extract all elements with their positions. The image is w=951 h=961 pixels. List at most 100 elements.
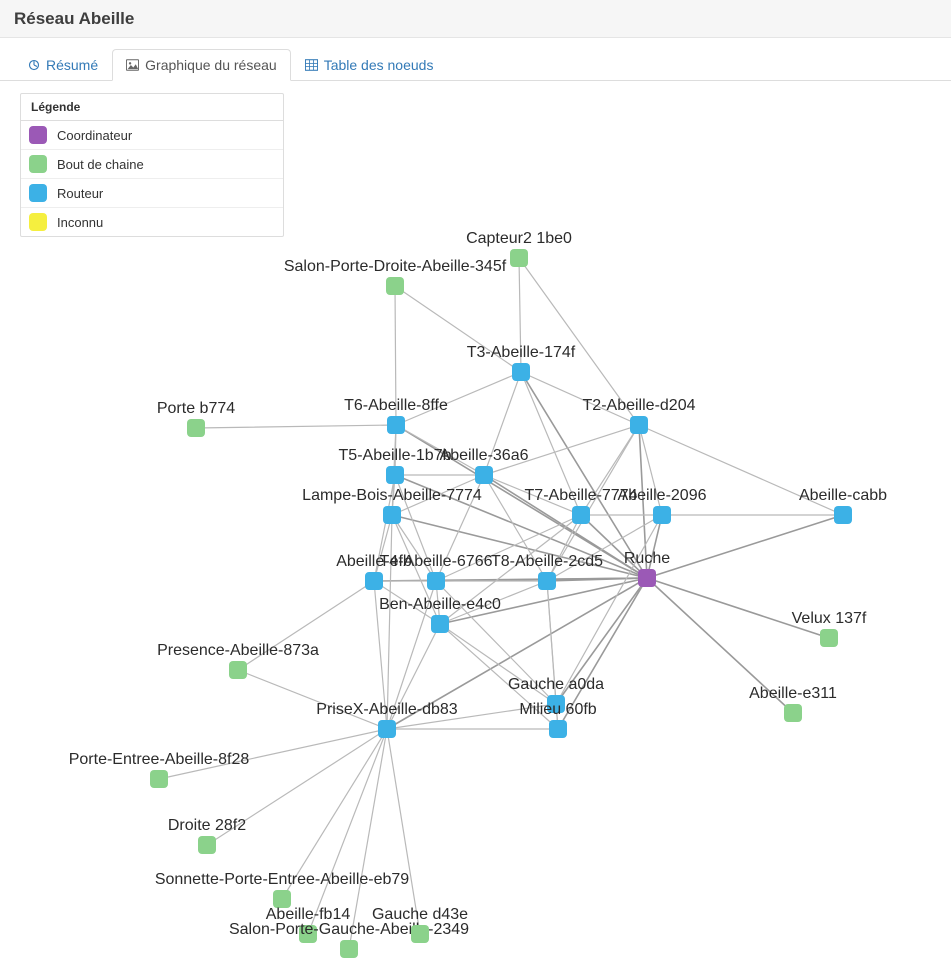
node-label: Abeille-2096: [618, 487, 707, 505]
node-pres[interactable]: Presence-Abeille-873a: [229, 661, 247, 679]
node-prisex[interactable]: PriseX-Abeille-db83: [378, 720, 396, 738]
router-node-icon[interactable]: [549, 720, 567, 738]
node-label: Ruche: [624, 550, 670, 568]
node-t4[interactable]: T4-Abeille-6766: [427, 572, 445, 590]
table-icon: [305, 59, 318, 71]
legend-label: Coordinateur: [57, 128, 132, 143]
router-node-icon[interactable]: [431, 615, 449, 633]
node-t3[interactable]: T3-Abeille-174f: [512, 363, 530, 381]
node-pe8f28[interactable]: Porte-Entree-Abeille-8f28: [150, 770, 168, 788]
node-label: T6-Abeille-8ffe: [344, 397, 448, 415]
node-a36a6[interactable]: Abeille-36a6: [475, 466, 493, 484]
node-label: Porte-Entree-Abeille-8f28: [69, 751, 250, 769]
legend-row: Coordinateur: [21, 121, 283, 150]
legend-label: Routeur: [57, 186, 103, 201]
router-swatch: [29, 184, 47, 202]
tab-label: Résumé: [46, 57, 98, 73]
node-ae311[interactable]: Abeille-e311: [784, 704, 802, 722]
router-node-icon[interactable]: [538, 572, 556, 590]
end-node-icon[interactable]: [229, 661, 247, 679]
end-node-icon[interactable]: [784, 704, 802, 722]
tab-graphique[interactable]: Graphique du réseau: [112, 49, 291, 81]
router-node-icon[interactable]: [387, 416, 405, 434]
router-node-icon[interactable]: [512, 363, 530, 381]
legend-row: Inconnu: [21, 208, 283, 236]
node-label: Lampe-Bois-Abeille-7774: [302, 487, 482, 505]
node-aefb[interactable]: Abeille-efb: [365, 572, 383, 590]
node-t7[interactable]: T7-Abeille-7774: [572, 506, 590, 524]
router-node-icon[interactable]: [572, 506, 590, 524]
node-lampe[interactable]: Lampe-Bois-Abeille-7774: [383, 506, 401, 524]
router-node-icon[interactable]: [386, 466, 404, 484]
node-label: Ben-Abeille-e4c0: [379, 596, 501, 614]
node-label: Gauche d43e: [372, 906, 468, 924]
node-label: PriseX-Abeille-db83: [316, 701, 457, 719]
router-node-icon[interactable]: [630, 416, 648, 434]
node-velux[interactable]: Velux 137f: [820, 629, 838, 647]
node-porteb[interactable]: Porte b774: [187, 419, 205, 437]
legend-label: Bout de chaine: [57, 157, 144, 172]
node-t5[interactable]: T5-Abeille-1b7b: [386, 466, 404, 484]
node-label: Sonnette-Porte-Entree-Abeille-eb79: [155, 871, 409, 889]
end-node-icon[interactable]: [386, 277, 404, 295]
node-gauched[interactable]: Gauche d43e: [411, 925, 429, 943]
end-node-icon[interactable]: [510, 249, 528, 267]
end-node-icon[interactable]: [340, 940, 358, 958]
node-label: Milieu 60fb: [519, 701, 596, 719]
node-label: Velux 137f: [792, 610, 867, 628]
node-cabb[interactable]: Abeille-cabb: [834, 506, 852, 524]
node-capt2[interactable]: Capteur2 1be0: [510, 249, 528, 267]
router-node-icon[interactable]: [378, 720, 396, 738]
node-t2[interactable]: T2-Abeille-d204: [630, 416, 648, 434]
router-node-icon[interactable]: [383, 506, 401, 524]
end-swatch: [29, 155, 47, 173]
unknown-swatch: [29, 213, 47, 231]
end-node-icon[interactable]: [187, 419, 205, 437]
node-spga[interactable]: Salon-Porte-Gauche-Abeille-2349: [340, 940, 358, 958]
node-milieu[interactable]: Milieu 60fb: [549, 720, 567, 738]
node-label: Abeille-cabb: [799, 487, 887, 505]
node-label: T8-Abeille-2cd5: [491, 553, 603, 571]
node-spda[interactable]: Salon-Porte-Droite-Abeille-345f: [386, 277, 404, 295]
end-node-icon[interactable]: [820, 629, 838, 647]
coordinator-node-icon[interactable]: [638, 569, 656, 587]
router-node-icon[interactable]: [427, 572, 445, 590]
picture-icon: [126, 59, 139, 71]
end-node-icon[interactable]: [411, 925, 429, 943]
node-droite[interactable]: Droite 28f2: [198, 836, 216, 854]
end-node-icon[interactable]: [198, 836, 216, 854]
node-label: Presence-Abeille-873a: [157, 642, 319, 660]
tabs: Résumé Graphique du réseau Table des noe…: [0, 38, 951, 81]
node-ruche[interactable]: Ruche: [638, 569, 656, 587]
legend-row: Bout de chaine: [21, 150, 283, 179]
router-node-icon[interactable]: [834, 506, 852, 524]
legend-title: Légende: [21, 94, 283, 121]
router-node-icon[interactable]: [475, 466, 493, 484]
router-node-icon[interactable]: [653, 506, 671, 524]
tab-label: Graphique du réseau: [145, 57, 277, 73]
end-node-icon[interactable]: [150, 770, 168, 788]
tab-resume[interactable]: Résumé: [14, 49, 112, 81]
legend: Légende Coordinateur Bout de chaine Rout…: [20, 93, 284, 237]
node-label: Porte b774: [157, 400, 235, 418]
dashboard-icon: [28, 59, 40, 71]
node-label: Droite 28f2: [168, 817, 246, 835]
node-label: Gauche a0da: [508, 676, 604, 694]
node-label: Abeille-36a6: [440, 447, 529, 465]
node-label: Capteur2 1be0: [466, 230, 572, 248]
tab-label: Table des noeuds: [324, 57, 434, 73]
node-t8[interactable]: T8-Abeille-2cd5: [538, 572, 556, 590]
node-label: Salon-Porte-Droite-Abeille-345f: [284, 258, 506, 276]
coordinator-swatch: [29, 126, 47, 144]
node-t6[interactable]: T6-Abeille-8ffe: [387, 416, 405, 434]
legend-row: Routeur: [21, 179, 283, 208]
node-a2096[interactable]: Abeille-2096: [653, 506, 671, 524]
node-label: T5-Abeille-1b7b: [339, 447, 452, 465]
tab-table[interactable]: Table des noeuds: [291, 49, 448, 81]
router-node-icon[interactable]: [365, 572, 383, 590]
node-label: T4-Abeille-6766: [380, 553, 493, 571]
page-title: Réseau Abeille: [0, 0, 951, 38]
node-ben[interactable]: Ben-Abeille-e4c0: [431, 615, 449, 633]
node-label: Abeille-e311: [749, 685, 837, 703]
node-label: T3-Abeille-174f: [467, 344, 576, 362]
